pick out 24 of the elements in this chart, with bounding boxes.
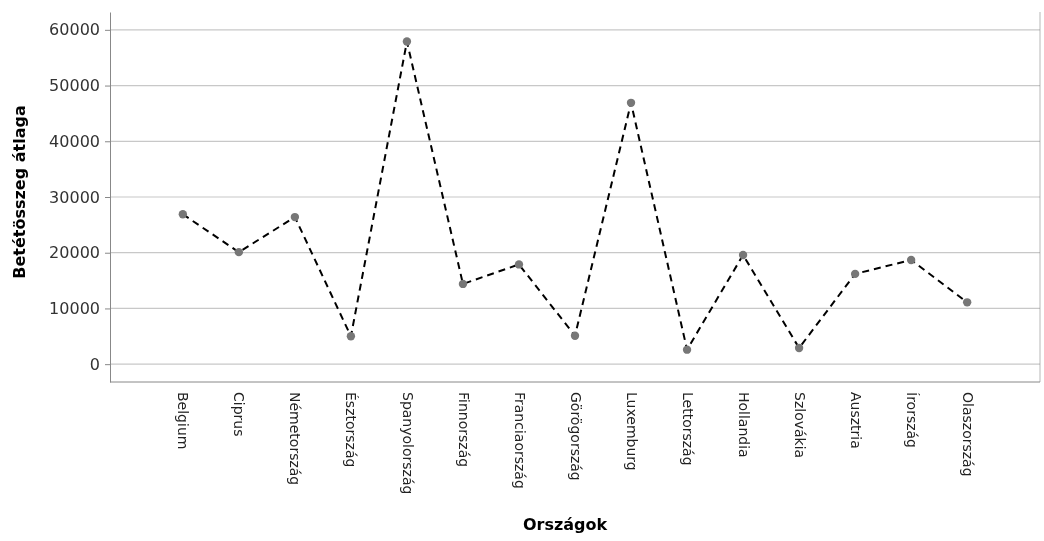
x-tick-label: Franciaország: [511, 392, 528, 489]
y-tick-label: 0: [89, 354, 100, 374]
x-tick-label: Görögország: [567, 392, 584, 481]
x-tick-label: Spanyolország: [399, 392, 416, 495]
x-tick-label: Hollandia: [735, 392, 752, 458]
x-tick-label: Németország: [287, 392, 304, 486]
x-tick-label: Ciprus: [231, 392, 248, 437]
x-tick-label: Belgium: [175, 392, 192, 450]
x-tick-label: Észtország: [343, 392, 360, 468]
y-tick-label: 50000: [49, 76, 100, 96]
y-tick-label: 60000: [49, 20, 100, 40]
y-tick-label: 20000: [49, 243, 100, 263]
y-tick-label: 30000: [49, 187, 100, 207]
x-tick-label: Luxemburg: [623, 392, 640, 471]
x-tick-label: Írország: [903, 392, 920, 449]
x-tick-label: Lettország: [679, 392, 696, 466]
y-tick-label: 40000: [49, 131, 100, 151]
x-tick-label: Olaszország: [959, 392, 976, 477]
y-tick-label: 10000: [49, 299, 100, 319]
x-axis-title: Országok: [522, 515, 608, 534]
x-tick-label: Szlovákia: [791, 392, 808, 459]
x-tick-label: Finnország: [455, 392, 472, 468]
y-axis-title: Betétösszeg átlaga: [10, 105, 29, 279]
x-tick-label: Ausztria: [847, 392, 864, 449]
